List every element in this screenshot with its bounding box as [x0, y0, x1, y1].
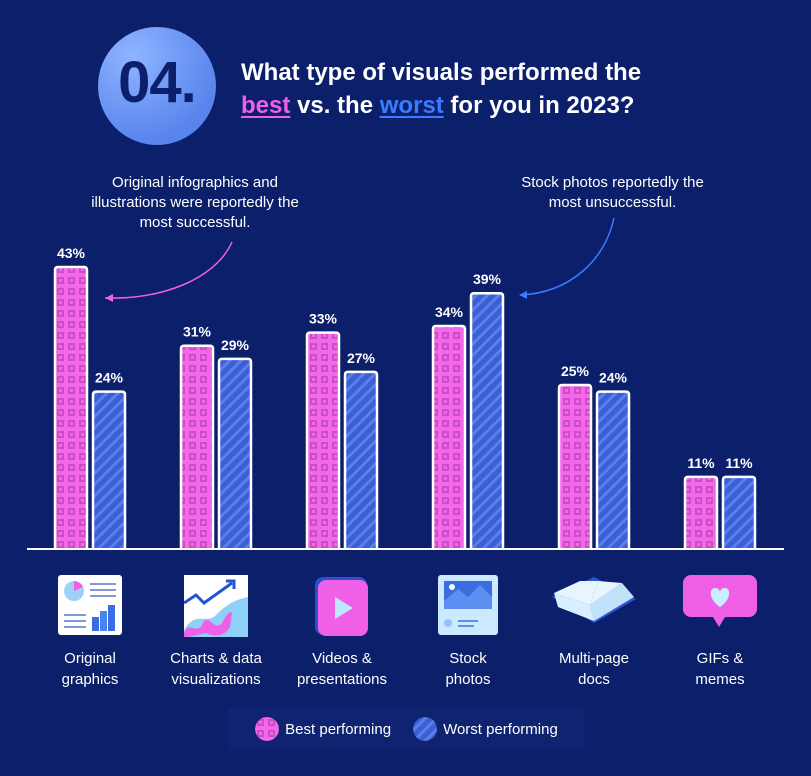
- annotation-worst: Stock photos reportedly the most unsucce…: [521, 174, 704, 211]
- worst-swatch-icon: [413, 717, 438, 741]
- category-label-line1: Multi-page: [558, 650, 630, 667]
- category-label-line1: Original: [64, 650, 116, 667]
- category-label-line1: Charts & data: [170, 650, 262, 667]
- heart-bubble-icon: [683, 575, 757, 644]
- bar-worst-2: [343, 370, 379, 549]
- photo-icon: [438, 575, 498, 644]
- question-number: 04.: [118, 50, 197, 115]
- category-label: Charts & data visualizations: [153, 648, 279, 690]
- bar-worst-4: [595, 390, 631, 549]
- bar-best-1: [179, 344, 215, 549]
- data-label-best-0: 43%: [57, 245, 86, 261]
- legend: Best performing Worst performing: [228, 708, 585, 750]
- video-play-icon: [315, 575, 369, 644]
- category-label-line2: photos: [445, 671, 491, 688]
- legend-item-worst: Worst performing: [413, 717, 558, 741]
- data-label-best-5: 11%: [687, 455, 715, 471]
- data-label-best-3: 34%: [435, 304, 464, 320]
- category-label-line1: Videos &: [312, 650, 372, 667]
- arrow-head-worst: [519, 291, 527, 299]
- infographic-icon: [58, 575, 122, 644]
- bar-best-3: [431, 324, 467, 549]
- category-label-line2: memes: [695, 671, 745, 688]
- data-label-worst-1: 29%: [221, 337, 250, 353]
- category-label-line1: GIFs &: [696, 650, 744, 667]
- bar-worst-3: [469, 291, 505, 549]
- data-label-worst-2: 27%: [347, 350, 376, 366]
- data-label-best-4: 25%: [561, 363, 590, 379]
- legend-label-best: Best performing: [285, 720, 392, 738]
- data-label-worst-4: 24%: [599, 370, 628, 386]
- title-best: best: [241, 92, 291, 119]
- data-label-worst-3: 39%: [473, 271, 502, 287]
- open-book-icon: [550, 575, 638, 644]
- category-label-line2: docs: [578, 671, 610, 688]
- bar-best-5: [683, 475, 719, 549]
- legend-item-best: Best performing: [255, 717, 391, 741]
- title-line1: What type of visuals performed the: [241, 59, 642, 86]
- category-label-line1: Stock: [449, 650, 487, 667]
- data-label-best-2: 33%: [309, 311, 338, 327]
- arrow-head-best: [105, 294, 113, 302]
- title-vs: vs. the: [290, 92, 380, 119]
- bar-worst-1: [217, 357, 253, 549]
- annotation-arrow-worst: [519, 217, 615, 296]
- bar-worst-5: [721, 475, 757, 549]
- chart-trend-icon: [183, 575, 248, 644]
- legend-label-worst: Worst performing: [443, 720, 558, 738]
- bar-best-4: [557, 383, 593, 549]
- title-worst: worst: [379, 92, 444, 119]
- bar-best-2: [305, 331, 341, 549]
- category-label-line2: visualizations: [171, 671, 261, 688]
- annotation-arrow-best: [104, 241, 233, 299]
- category-label-line2: graphics: [61, 671, 119, 688]
- question-number-badge: 04.: [98, 27, 216, 145]
- category-label: Videos & presentations: [279, 648, 405, 690]
- category-label: Stock photos: [405, 648, 531, 690]
- best-swatch-icon: [255, 717, 280, 741]
- data-label-worst-5: 11%: [725, 455, 753, 471]
- data-label-worst-0: 24%: [95, 370, 124, 386]
- category-label: Multi-page docs: [531, 648, 657, 690]
- chart-title: What type of visuals performed the best …: [241, 56, 641, 122]
- category-label: Original graphics: [27, 648, 153, 690]
- category-label: GIFs & memes: [657, 648, 783, 690]
- bar-worst-0: [91, 390, 127, 549]
- category-label-line2: presentations: [296, 671, 388, 688]
- annotation-best: Original infographics and illustrations …: [91, 174, 299, 231]
- title-end: for you in 2023?: [443, 92, 635, 119]
- data-label-best-1: 31%: [183, 324, 212, 340]
- bar-best-0: [53, 265, 89, 549]
